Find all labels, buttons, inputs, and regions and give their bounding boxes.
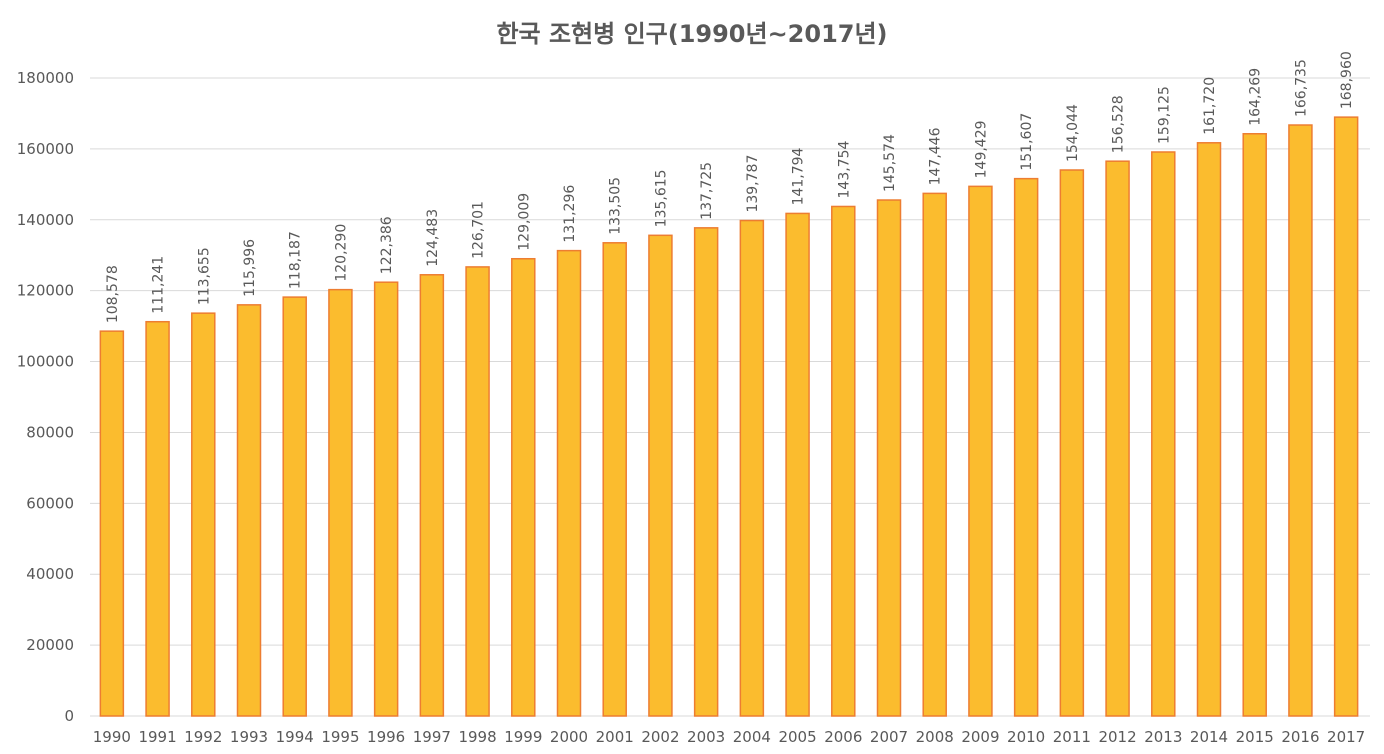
x-tick-label: 2003 — [687, 728, 725, 746]
data-label: 168,960 — [1339, 51, 1355, 109]
data-label: 159,125 — [1156, 86, 1172, 144]
bar — [556, 249, 582, 717]
data-label: 149,429 — [973, 120, 989, 178]
data-label: 151,607 — [1019, 113, 1035, 171]
y-tick-label: 0 — [64, 707, 74, 725]
x-tick-label: 2013 — [1144, 728, 1182, 746]
bar — [191, 312, 216, 717]
y-tick-label: 180000 — [17, 69, 74, 87]
data-label: 164,269 — [1248, 68, 1264, 126]
bar — [328, 288, 353, 717]
data-label: 154,044 — [1065, 104, 1081, 162]
bar — [876, 199, 902, 717]
bar — [739, 219, 765, 717]
y-tick-label: 20000 — [26, 636, 74, 654]
bar — [1013, 177, 1039, 717]
data-label: 137,725 — [699, 162, 715, 220]
x-tick-label: 2009 — [961, 728, 999, 746]
x-tick-label: 2017 — [1327, 728, 1365, 746]
bar — [236, 304, 262, 717]
bar — [99, 330, 125, 717]
data-label: 135,615 — [653, 169, 669, 227]
y-tick-label: 160000 — [17, 140, 74, 158]
x-tick-label: 2007 — [870, 728, 908, 746]
x-tick-label: 1998 — [458, 728, 496, 746]
bar — [922, 192, 947, 717]
data-label: 108,578 — [105, 265, 121, 323]
data-label: 122,386 — [379, 216, 395, 274]
data-label: 143,754 — [836, 140, 852, 198]
x-tick-label: 2000 — [550, 728, 588, 746]
bar — [1105, 160, 1130, 717]
data-label: 156,528 — [1111, 95, 1127, 153]
y-tick-label: 100000 — [17, 353, 74, 371]
data-label: 118,187 — [288, 231, 304, 289]
data-label: 147,446 — [928, 127, 944, 185]
bar — [602, 242, 627, 717]
x-tick-label: 2005 — [778, 728, 816, 746]
x-tick-label: 1995 — [321, 728, 359, 746]
bar — [145, 320, 170, 717]
bar — [465, 266, 490, 717]
data-label: 120,290 — [333, 224, 349, 282]
chart-title: 한국 조현병 인구(1990년~2017년) — [496, 20, 888, 48]
x-tick-label: 2002 — [641, 728, 679, 746]
bar — [785, 212, 810, 717]
bar — [1242, 133, 1267, 717]
data-label: 166,735 — [1293, 59, 1309, 117]
bar — [831, 205, 856, 717]
data-label: 131,296 — [562, 185, 578, 243]
data-label: 111,241 — [151, 256, 167, 314]
data-label: 124,483 — [425, 209, 441, 267]
bar — [1288, 124, 1313, 717]
bar — [1059, 169, 1085, 717]
bar — [282, 296, 307, 717]
x-tick-label: 2015 — [1236, 728, 1274, 746]
x-tick-label: 1999 — [504, 728, 542, 746]
y-tick-label: 120000 — [17, 282, 74, 300]
bar — [968, 185, 993, 717]
y-tick-label: 40000 — [26, 565, 74, 583]
bar — [1151, 151, 1176, 717]
x-tick-label: 1990 — [93, 728, 131, 746]
x-tick-label: 2010 — [1007, 728, 1045, 746]
data-label: 145,574 — [882, 134, 898, 192]
data-label: 161,720 — [1202, 77, 1218, 135]
x-tick-label: 2016 — [1281, 728, 1319, 746]
x-tick-label: 2008 — [916, 728, 954, 746]
bar — [1333, 116, 1359, 717]
x-tick-label: 1991 — [138, 728, 176, 746]
y-tick-label: 140000 — [17, 211, 74, 229]
bar — [419, 274, 445, 717]
x-tick-label: 1993 — [230, 728, 268, 746]
data-label: 141,794 — [791, 147, 807, 205]
x-tick-label: 1992 — [184, 728, 222, 746]
data-label: 133,505 — [608, 177, 624, 235]
x-tick-label: 2006 — [824, 728, 862, 746]
bar — [648, 234, 673, 717]
x-tick-label: 2004 — [733, 728, 771, 746]
x-tick-label: 1994 — [276, 728, 314, 746]
data-label: 139,787 — [745, 155, 761, 213]
x-tick-label: 2011 — [1053, 728, 1091, 746]
data-label: 113,655 — [196, 247, 212, 305]
x-tick-label: 1997 — [413, 728, 451, 746]
bar — [511, 257, 536, 717]
data-label: 115,996 — [242, 239, 258, 297]
y-tick-label: 60000 — [26, 494, 74, 512]
x-tick-label: 2001 — [596, 728, 634, 746]
x-tick-label: 1996 — [367, 728, 405, 746]
y-tick-label: 80000 — [26, 423, 74, 441]
x-tick-label: 2012 — [1098, 728, 1136, 746]
bar — [693, 227, 719, 717]
bar — [373, 281, 399, 717]
data-label: 129,009 — [516, 193, 532, 251]
data-label: 126,701 — [471, 201, 487, 259]
bar — [1196, 142, 1222, 717]
x-tick-label: 2014 — [1190, 728, 1228, 746]
